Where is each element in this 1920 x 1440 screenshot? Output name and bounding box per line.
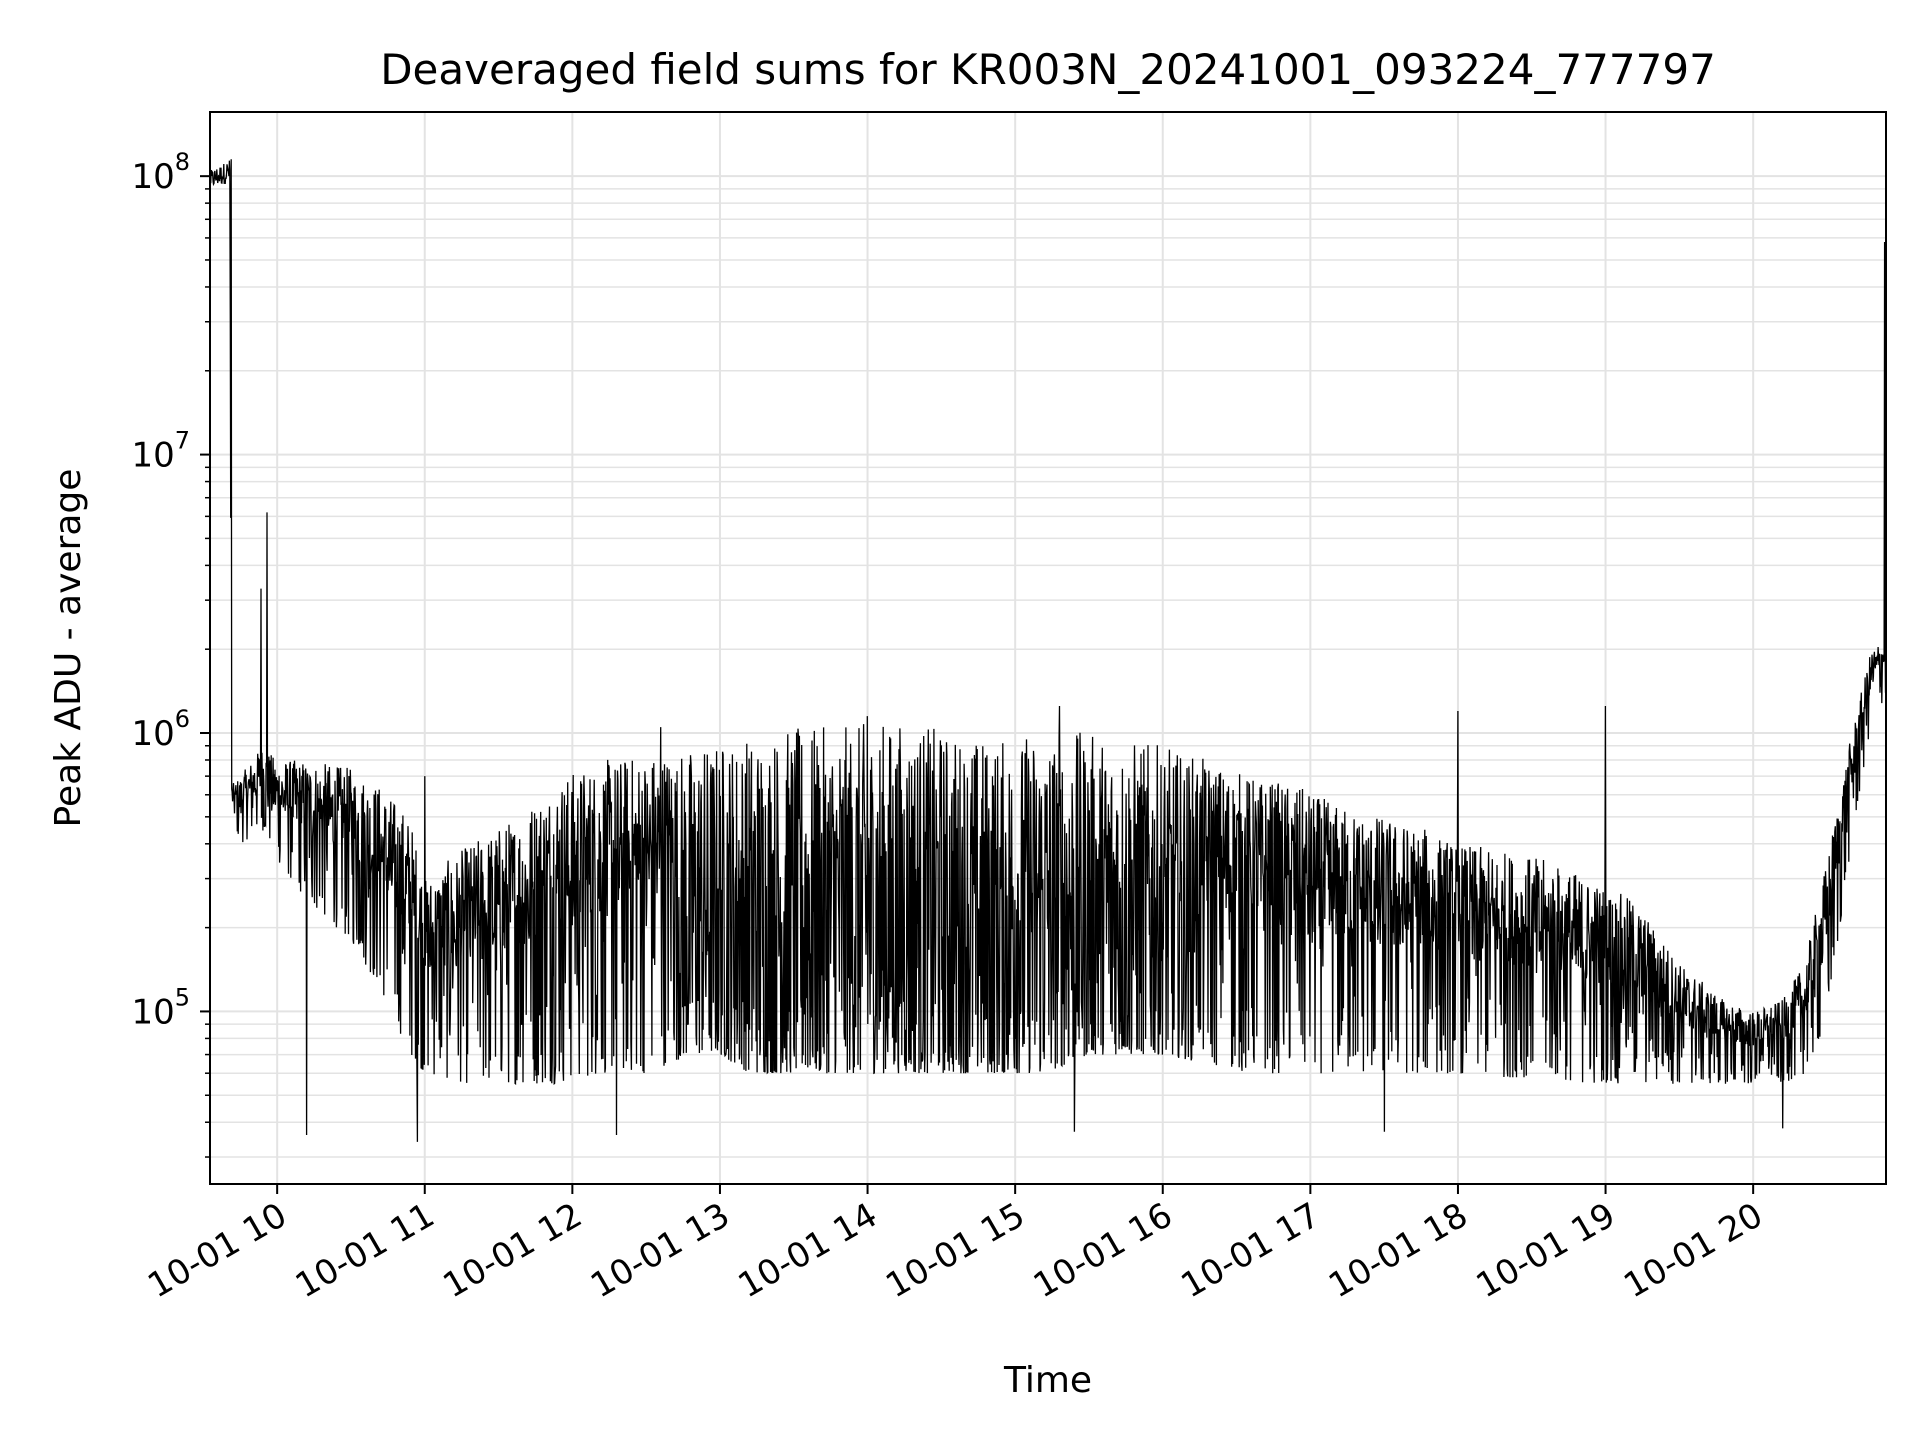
- y-tick-exponent: 5: [175, 983, 190, 1011]
- y-tick-base: 10: [131, 157, 174, 197]
- data-line-trace: [210, 159, 1887, 1142]
- chart-title: Deaveraged field sums for KR003N_2024100…: [380, 45, 1716, 94]
- plot-frame: [209, 111, 1887, 1185]
- data-series: [210, 159, 1887, 1142]
- y-tick-base: 10: [131, 714, 174, 754]
- y-tick-label: 108: [131, 148, 190, 197]
- y-tick-base: 10: [131, 436, 174, 476]
- y-tick-exponent: 6: [175, 705, 190, 733]
- x-axis-label: Time: [1003, 1360, 1092, 1401]
- y-tick-label: 105: [131, 983, 190, 1032]
- y-tick-exponent: 7: [175, 427, 190, 455]
- y-axis-label: Peak ADU - average: [48, 469, 89, 828]
- y-tick-exponent: 8: [175, 148, 190, 176]
- y-tick-base: 10: [131, 992, 174, 1032]
- y-tick-label: 107: [131, 427, 190, 476]
- y-tick-label: 106: [131, 705, 190, 754]
